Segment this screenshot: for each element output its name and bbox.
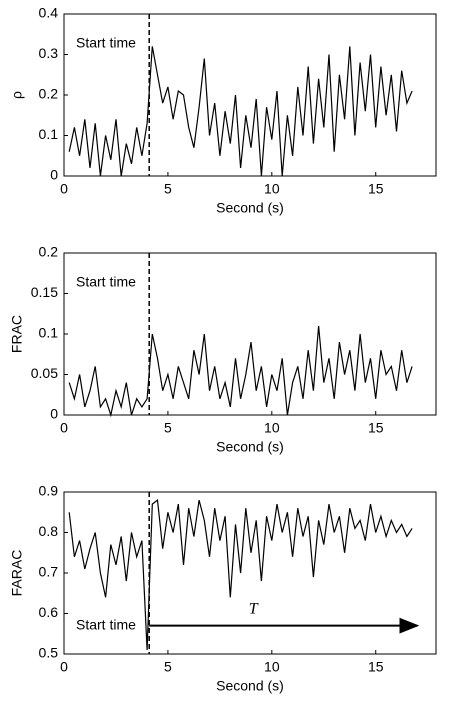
x-tick-label: 10: [264, 659, 280, 675]
y-tick-label: 0.05: [31, 365, 58, 381]
y-tick-label: 0.15: [31, 284, 58, 300]
y-tick-label: 0.8: [39, 523, 59, 539]
y-tick-label: 0.4: [39, 5, 59, 21]
y-tick-label: 0: [50, 406, 58, 422]
y-tick-label: 0.7: [39, 564, 59, 580]
y-tick-label: 0.1: [39, 325, 59, 341]
y-tick-label: 0.6: [39, 604, 59, 620]
y-tick-label: 0: [50, 167, 58, 183]
arrow-label: T: [249, 600, 259, 617]
x-tick-label: 10: [264, 181, 280, 197]
x-tick-label: 5: [164, 181, 172, 197]
x-tick-label: 0: [60, 659, 68, 675]
y-tick-label: 0.5: [39, 645, 59, 661]
y-tick-label: 0.3: [39, 45, 59, 61]
annotation-text: Start time: [76, 35, 136, 51]
data-line: [68, 498, 413, 651]
y-axis-label: FRAC: [9, 315, 25, 353]
y-axis-label: ρ: [9, 91, 25, 99]
data-line: [68, 46, 413, 177]
x-tick-label: 0: [60, 181, 68, 197]
x-tick-label: 15: [368, 181, 384, 197]
annotation-text: Start time: [76, 274, 136, 290]
x-tick-label: 5: [164, 659, 172, 675]
x-tick-label: 0: [60, 420, 68, 436]
y-axis-label: FARAC: [9, 550, 25, 597]
y-tick-label: 0.1: [39, 126, 59, 142]
data-line: [68, 325, 413, 418]
annotation-text: Start time: [76, 616, 136, 632]
x-tick-label: 10: [264, 420, 280, 436]
x-tick-label: 5: [164, 420, 172, 436]
x-axis-label: Second (s): [216, 439, 284, 455]
x-axis-label: Second (s): [216, 678, 284, 694]
x-tick-label: 15: [368, 659, 384, 675]
x-axis-label: Second (s): [216, 200, 284, 216]
y-tick-label: 0.9: [39, 483, 59, 499]
y-tick-label: 0.2: [39, 86, 59, 102]
x-tick-label: 15: [368, 420, 384, 436]
y-tick-label: 0.2: [39, 244, 59, 260]
